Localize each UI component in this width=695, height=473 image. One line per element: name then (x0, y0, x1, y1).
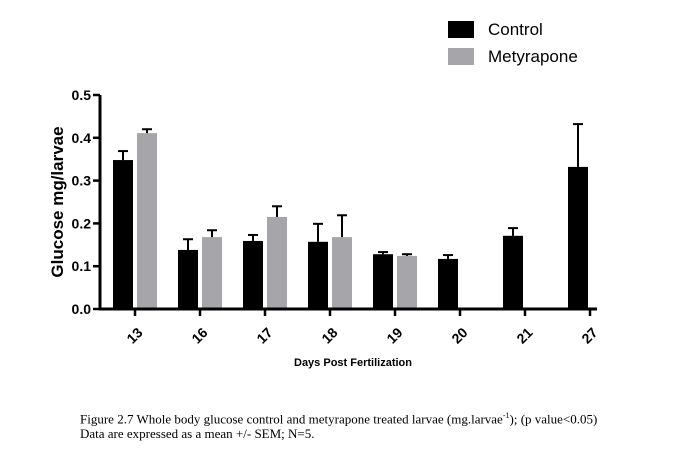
caption-superscript: -1 (502, 411, 510, 420)
legend-swatch-metyrapone (448, 48, 474, 65)
legend-item-control: Control (448, 16, 578, 43)
x-tick-label-20: 20 (448, 324, 470, 346)
x-tick-label-13: 13 (123, 324, 145, 346)
bar-control-27 (568, 166, 588, 309)
legend-label-metyrapone: Metyrapone (488, 46, 578, 66)
y-tick-label-0.5: 0.5 (72, 87, 92, 103)
bar-chart: 0.0 0.1 0.2 0.3 0.4 0.5 13 16 17 18 19 20 21 27 Gluc… (48, 87, 601, 369)
x-tick-label-17: 17 (253, 324, 275, 346)
bar-control-18 (308, 241, 328, 309)
bar-metyrapone-16 (202, 237, 222, 309)
figure-caption: Figure 2.7 Whole body glucose control an… (80, 408, 620, 441)
bar-metyrapone-13 (137, 133, 157, 309)
x-tick-label-16: 16 (188, 324, 210, 346)
bar-control-20 (438, 258, 458, 309)
y-tick-label-0.4: 0.4 (72, 130, 92, 146)
x-tick-label-18: 18 (318, 324, 340, 346)
bar-metyrapone-19 (397, 255, 417, 309)
legend: Control Metyrapone (448, 16, 578, 70)
caption-part1: Figure 2.7 Whole body glucose control an… (80, 411, 503, 427)
bar-metyrapone-18 (332, 237, 352, 309)
x-tick-label-19: 19 (383, 324, 405, 346)
bar-control-13 (113, 160, 133, 309)
y-tick-label-0.3: 0.3 (72, 173, 92, 189)
bar-control-19 (373, 254, 393, 309)
bar-control-16 (178, 249, 198, 309)
bar-control-21 (503, 235, 523, 309)
y-tick-label-0.2: 0.2 (72, 215, 92, 231)
x-tick-label-21: 21 (513, 324, 535, 346)
legend-item-metyrapone: Metyrapone (448, 43, 578, 70)
legend-label-control: Control (488, 19, 543, 39)
caption-part2: ); (p value<0.05) Data are expressed as … (80, 411, 598, 442)
y-tick-label-0.1: 0.1 (72, 258, 92, 274)
y-tick-label-0.0: 0.0 (72, 301, 92, 317)
bar-control-17 (243, 240, 263, 309)
bar-metyrapone-17 (267, 216, 287, 309)
y-axis-label: Glucose mg/larvae (48, 126, 67, 277)
legend-swatch-control (448, 21, 474, 38)
x-axis-label: Days Post Fertilization (294, 357, 412, 369)
x-tick-label-27: 27 (578, 324, 600, 346)
